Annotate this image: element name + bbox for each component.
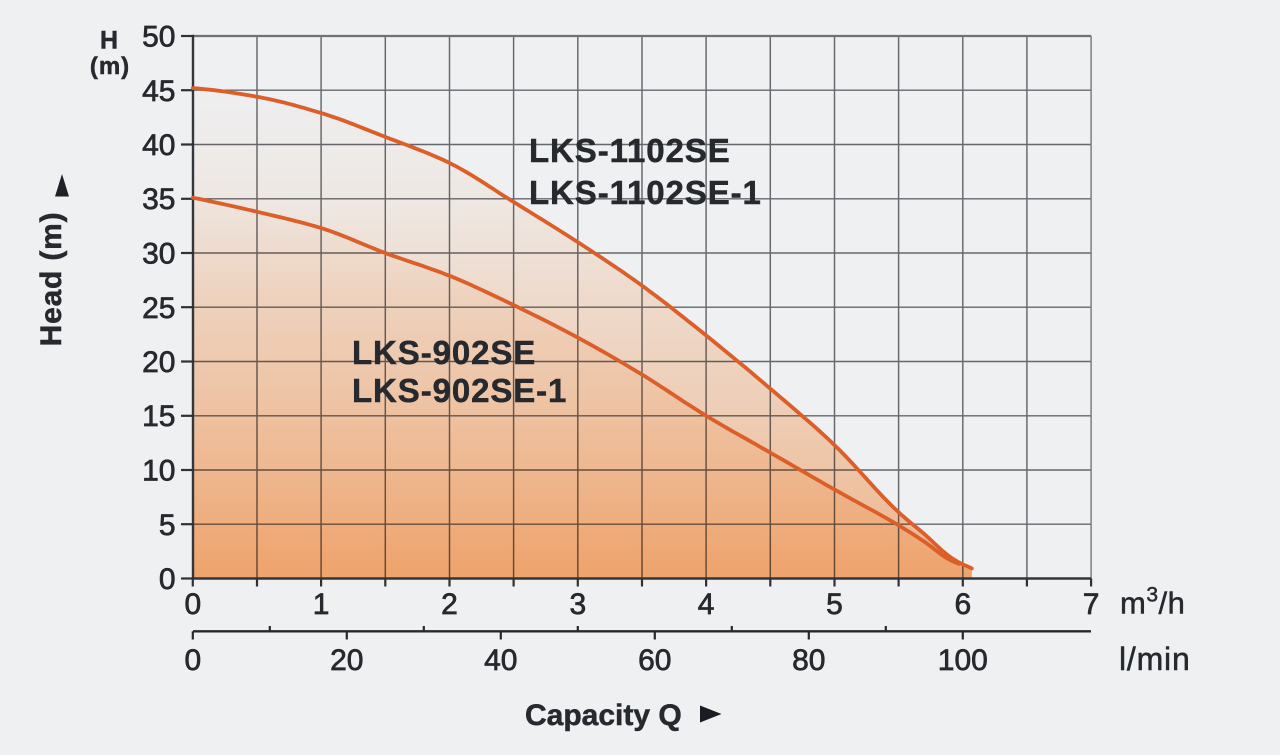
svg-text:H: H — [100, 27, 118, 55]
svg-text:LKS-1102SE-1: LKS-1102SE-1 — [529, 174, 762, 211]
svg-text:LKS-902SE: LKS-902SE — [352, 334, 536, 371]
svg-text:25: 25 — [142, 292, 175, 325]
svg-text:30: 30 — [142, 238, 175, 271]
svg-text:50: 50 — [142, 21, 175, 54]
svg-text:10: 10 — [142, 455, 175, 488]
svg-text:0: 0 — [184, 644, 201, 677]
svg-text:60: 60 — [638, 644, 671, 677]
svg-text:l/min: l/min — [1119, 641, 1191, 677]
svg-text:4: 4 — [698, 588, 715, 621]
svg-text:80: 80 — [792, 644, 825, 677]
svg-text:LKS-902SE-1: LKS-902SE-1 — [352, 372, 567, 409]
svg-text:20: 20 — [142, 346, 175, 379]
svg-text:0: 0 — [159, 563, 176, 596]
svg-text:15: 15 — [142, 400, 175, 433]
svg-text:40: 40 — [142, 129, 175, 162]
svg-text:7: 7 — [1083, 588, 1100, 621]
svg-text:5: 5 — [826, 588, 843, 621]
svg-text:45: 45 — [142, 75, 175, 108]
svg-text:6: 6 — [954, 588, 971, 621]
svg-text:2: 2 — [441, 588, 458, 621]
svg-text:100: 100 — [938, 644, 988, 677]
svg-text:20: 20 — [330, 644, 363, 677]
svg-text:5: 5 — [159, 509, 176, 542]
svg-text:0: 0 — [184, 588, 201, 621]
svg-text:35: 35 — [142, 183, 175, 216]
svg-text:Head (m): Head (m) — [35, 212, 68, 347]
svg-text:(m): (m) — [90, 53, 130, 80]
svg-text:3: 3 — [569, 588, 586, 621]
svg-text:LKS-1102SE: LKS-1102SE — [529, 132, 731, 169]
svg-text:40: 40 — [484, 644, 517, 677]
svg-text:1: 1 — [313, 588, 330, 621]
svg-text:Capacity Q: Capacity Q — [525, 699, 682, 732]
